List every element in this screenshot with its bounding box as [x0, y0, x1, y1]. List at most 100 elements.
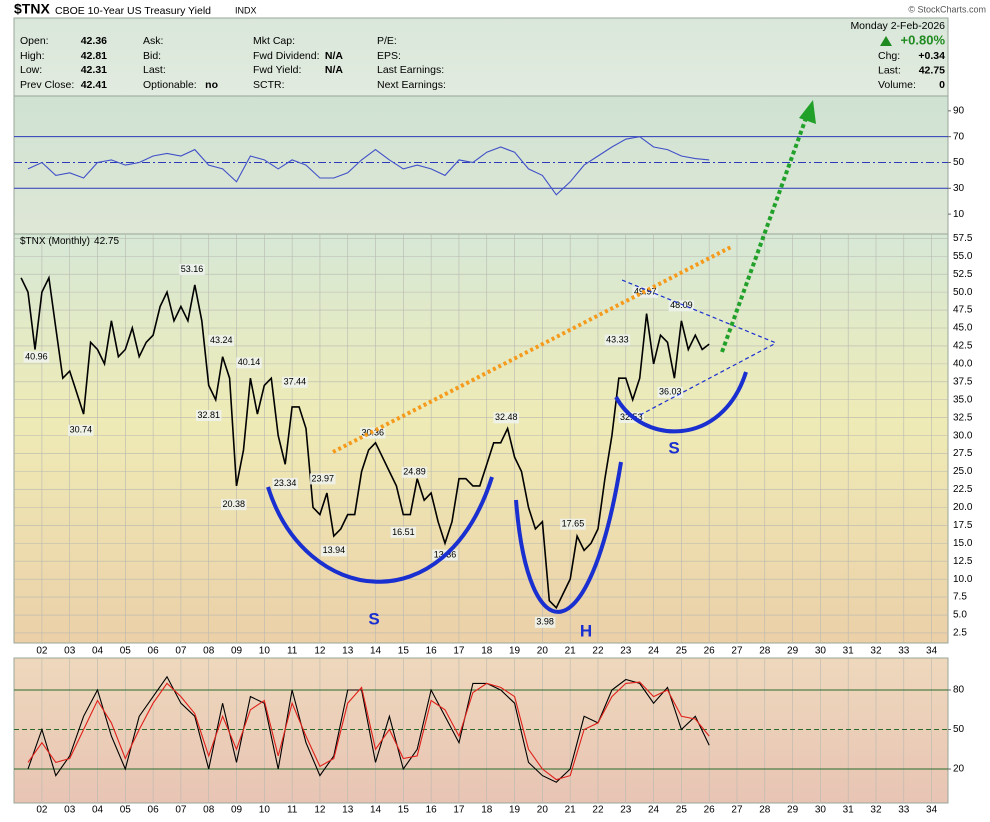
head-curve: [514, 461, 623, 614]
y-tick-label: 12.5: [953, 556, 973, 567]
y-tick-label: 47.5: [953, 305, 973, 316]
value-label-box: [220, 499, 247, 511]
rsi-panel: [13, 95, 949, 235]
value-label-box: [309, 473, 336, 485]
y-tick-label: 50.0: [953, 287, 973, 298]
field-label: Open:: [20, 35, 49, 47]
x-tick-label: 10: [259, 805, 271, 816]
x-tick-label: 32: [870, 646, 882, 657]
x-tick-label: 17: [453, 805, 465, 816]
x-tick-label: 33: [898, 805, 910, 816]
quote-label: Last:: [878, 64, 901, 76]
quote-value: 0: [939, 79, 945, 91]
x-tick-label: 24: [648, 646, 660, 657]
x-tick-label: 06: [148, 646, 160, 657]
field-label: Next Earnings:: [377, 79, 446, 91]
value-label-box: [282, 376, 308, 388]
x-tick-label: 02: [36, 805, 48, 816]
x-tick-label: 10: [259, 646, 271, 657]
x-tick-label: 07: [175, 805, 187, 816]
legend-value: 42.75: [94, 236, 119, 247]
resistance-trendline: [332, 244, 734, 454]
y-tick-label: 22.5: [953, 484, 973, 495]
field-label: Mkt Cap:: [253, 35, 295, 47]
y-tick-label: 10: [953, 209, 965, 220]
value-label-box: [23, 351, 50, 363]
x-tick-label: 29: [787, 646, 799, 657]
symbol: $TNX: [14, 1, 50, 17]
x-tick-label: 08: [203, 646, 215, 657]
x-tick-label: 12: [314, 805, 326, 816]
x-tick-label: 30: [815, 805, 827, 816]
value-label: 40.14: [238, 357, 261, 367]
y-tick-label: 50: [953, 157, 965, 168]
x-tick-label: 23: [620, 805, 632, 816]
header-fields: Open: 42.36 High: 42.81 Low: 42.31 Prev Close:…: [20, 35, 945, 91]
x-tick-label: 24: [648, 805, 660, 816]
y-tick-label: 17.5: [953, 520, 973, 531]
x-tick-label: 23: [620, 646, 632, 657]
x-tick-label: 05: [120, 646, 132, 657]
field-value: N/A: [325, 64, 344, 76]
x-tick-label: 25: [676, 805, 688, 816]
x-tick-label: 04: [92, 805, 104, 816]
y-tick-label: 80: [953, 685, 965, 696]
x-tick-label: 27: [731, 805, 743, 816]
value-label: 32.81: [197, 410, 220, 420]
value-label-box: [668, 300, 695, 312]
y-tick-label: 52.5: [953, 269, 973, 280]
y-tick-label: 30.0: [953, 430, 973, 441]
value-label-box: [236, 357, 262, 369]
quote-label: Volume:: [878, 79, 916, 91]
value-label: 36.03: [659, 387, 682, 397]
field-label: EPS:: [377, 50, 401, 62]
value-label: 20.38: [222, 499, 245, 509]
x-tick-label: 13: [342, 805, 354, 816]
value-label-box: [179, 263, 205, 275]
x-tick-label: 16: [426, 646, 438, 657]
right-shoulder-curve: [614, 371, 748, 434]
field-label: Bid:: [143, 50, 161, 62]
y-tick-label: 25.0: [953, 466, 973, 477]
x-tick-label: 16: [426, 805, 438, 816]
x-tick-label: 13: [342, 646, 354, 657]
quote-value: +0.34: [918, 50, 945, 62]
triangle-lower: [639, 342, 777, 416]
x-tick-label: 22: [592, 646, 604, 657]
y-tick-label: 20: [953, 764, 965, 775]
field-label: Ask:: [143, 35, 163, 47]
x-tick-label: 05: [120, 805, 132, 816]
x-tick-label: 34: [926, 805, 938, 816]
x-tick-label: 18: [481, 646, 493, 657]
x-tick-label: 20: [537, 805, 549, 816]
value-label: 43.33: [606, 334, 629, 344]
y-tick-label: 30: [953, 183, 965, 194]
x-tick-label: 26: [704, 646, 716, 657]
field-label: Last Earnings:: [377, 64, 444, 76]
value-label-box: [272, 477, 298, 489]
legend: $TNX (Monthly) 42.75: [20, 236, 119, 247]
change-percent: +0.80%: [901, 32, 946, 47]
x-tick-label: 27: [731, 646, 743, 657]
quote-label: Chg:: [878, 50, 900, 62]
price-panel: [13, 233, 949, 644]
x-tick-label: 29: [787, 805, 799, 816]
y-tick-label: 35.0: [953, 394, 973, 405]
value-label: 13.94: [323, 545, 346, 555]
x-tick-label: 26: [704, 805, 716, 816]
y-tick-label: 7.5: [953, 592, 967, 603]
x-tick-label: 06: [148, 805, 160, 816]
x-tick-label: 03: [64, 805, 76, 816]
value-label-box: [604, 334, 631, 346]
exchange: INDX: [235, 5, 257, 15]
value-label: 43.24: [210, 335, 233, 345]
field-label: High:: [20, 50, 45, 62]
x-tick-label: 34: [926, 646, 938, 657]
security-name: CBOE 10-Year US Treasury Yield: [55, 5, 211, 17]
value-label-box: [208, 335, 235, 347]
value-label: 24.89: [403, 467, 426, 477]
x-tick-label: 14: [370, 646, 382, 657]
value-label: 17.65: [562, 519, 585, 529]
value-label-box: [560, 518, 586, 530]
